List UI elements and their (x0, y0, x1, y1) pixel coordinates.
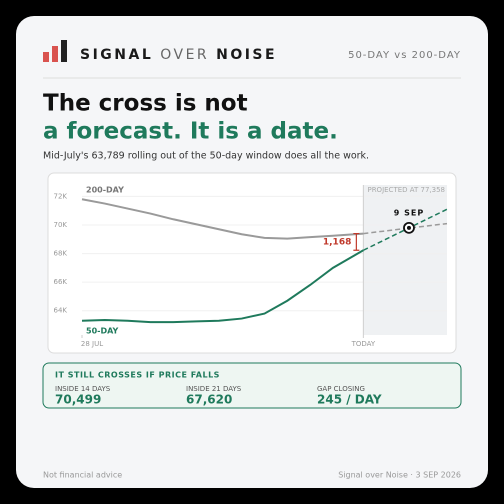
projection-region (363, 185, 447, 335)
stat-label: GAP CLOSING (317, 385, 365, 393)
gap-label: 1,168 (323, 237, 351, 247)
gap-bracket (353, 232, 360, 251)
series-line (81, 249, 364, 324)
header-right: 50-DAY vs 200-DAY (348, 50, 461, 61)
stat-value: 67,620 (186, 393, 232, 407)
y-tick-label: 70K (54, 221, 68, 229)
stat-label: INSIDE 14 DAYS (55, 385, 111, 393)
cross-dot (406, 225, 411, 230)
footer-left: Not financial advice (43, 471, 122, 480)
logo-bar (52, 46, 58, 62)
stats-box (42, 362, 462, 409)
brand-word: SIGNAL (80, 47, 153, 63)
y-tick-label: 64K (54, 307, 68, 315)
y-tick-label: 68K (54, 250, 68, 258)
series-line (81, 198, 364, 240)
cross-label: 9 SEP (394, 208, 424, 217)
subtitle: Mid-July's 63,789 rolling out of the 50-… (43, 151, 369, 162)
logo-bar (61, 40, 67, 62)
y-tick-label: 66K (54, 278, 68, 286)
stats-title: IT STILL CROSSES IF PRICE FALLS (55, 371, 220, 380)
series-label: 200-DAY (86, 186, 124, 195)
x-tick-label: TODAY (351, 340, 376, 348)
brand-word: OVER (160, 47, 209, 63)
brand: SIGNAL OVER NOISE (80, 47, 277, 63)
footer-right: Signal over Noise · 3 SEP 2026 (338, 471, 461, 480)
plot: 64K 66K 68K 70K 72K 28 JUL TODAY PROJECTED AT 7… (54, 185, 448, 348)
stat-value: 245 / DAY (317, 393, 382, 407)
stat-label: INSIDE 21 DAYS (186, 385, 242, 393)
y-tick-label: 72K (54, 192, 68, 200)
x-tick-label: 28 JUL (81, 340, 103, 348)
headline: The cross is not (43, 91, 248, 117)
stat-value: 70,499 (55, 393, 101, 407)
chart-frame (47, 172, 457, 354)
headline: a forecast. It is a date. (43, 119, 338, 145)
logo-bar (43, 52, 49, 62)
brand-word: NOISE (216, 47, 277, 63)
series-label: 50-DAY (86, 327, 119, 336)
projection-note: PROJECTED AT 77,358 (367, 186, 445, 194)
